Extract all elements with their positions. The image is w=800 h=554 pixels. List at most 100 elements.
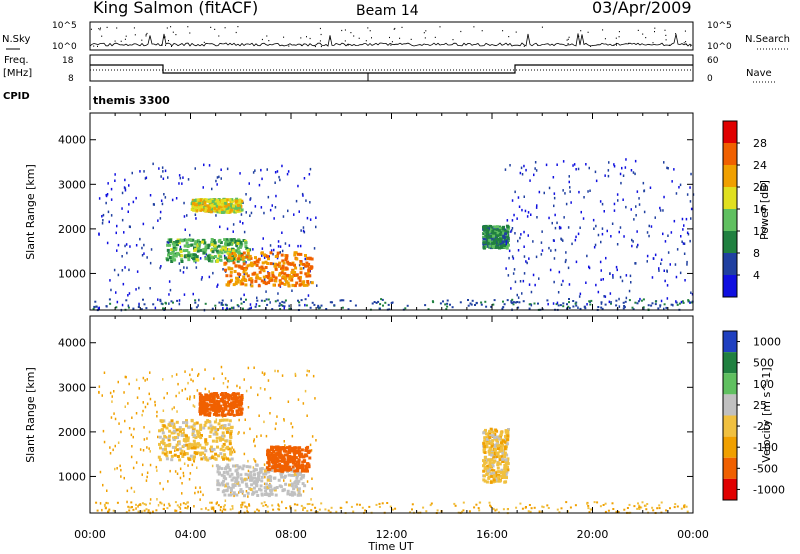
ground-scatter-cell <box>214 304 217 307</box>
ground-scatter-cell <box>446 302 449 305</box>
echo-cell <box>295 466 299 470</box>
echo-cell <box>166 392 168 395</box>
echo-cell <box>235 468 239 472</box>
echo-cell <box>230 478 234 482</box>
echo-cell <box>517 296 520 299</box>
ground-scatter-cell <box>512 301 515 304</box>
echo-cell <box>187 464 189 467</box>
noise-search-dot <box>166 27 168 29</box>
echo-cell <box>179 476 182 480</box>
echo-cell <box>497 242 501 246</box>
echo-cell <box>235 400 239 404</box>
echo-cell <box>534 161 537 164</box>
echo-cell <box>223 238 227 242</box>
echo-cell <box>249 470 253 474</box>
ground-scatter-cell <box>219 506 222 508</box>
echo-cell <box>305 283 309 287</box>
ground-scatter-cell <box>495 508 498 511</box>
echo-cell <box>648 224 650 228</box>
ground-scatter-cell <box>217 504 220 507</box>
echo-cell <box>269 301 271 304</box>
echo-cell <box>599 260 602 264</box>
echo-cell <box>254 444 256 448</box>
noise-search-dot <box>218 35 220 37</box>
echo-cell <box>288 445 292 449</box>
echo-cell <box>220 168 222 171</box>
echo-cell <box>289 262 293 266</box>
ground-scatter-cell <box>686 510 689 513</box>
echo-cell <box>156 469 158 472</box>
ground-scatter-cell <box>449 303 451 306</box>
echo-cell <box>182 176 184 179</box>
echo-cell <box>489 225 492 228</box>
echo-cell <box>299 452 303 456</box>
echo-cell <box>187 178 190 181</box>
ground-scatter-cell <box>288 307 291 310</box>
echo-cell <box>273 488 277 492</box>
echo-cell <box>587 190 589 193</box>
echo-cell <box>226 385 229 389</box>
echo-cell <box>283 272 287 276</box>
ground-scatter-cell <box>502 306 505 309</box>
noise-search-dot <box>314 45 316 48</box>
colorbar-tick-label: 25 <box>753 399 767 412</box>
ground-scatter-cell <box>313 303 316 306</box>
echo-cell <box>222 448 226 452</box>
echo-cell <box>135 196 137 200</box>
echo-cell <box>241 467 245 471</box>
echo-cell <box>612 276 614 279</box>
echo-cell <box>189 397 191 401</box>
echo-cell <box>260 492 264 496</box>
echo-cell <box>223 467 227 471</box>
ground-scatter-cell <box>314 506 317 509</box>
ground-scatter-cell <box>172 301 174 304</box>
echo-cell <box>257 473 261 477</box>
echo-cell <box>624 166 627 169</box>
echo-cell <box>230 204 234 208</box>
echo-cell <box>506 462 510 466</box>
nave-tick-bottom: 0 <box>707 74 713 84</box>
echo-cell <box>274 369 276 373</box>
echo-cell <box>264 260 268 264</box>
noise-search-dot <box>145 34 147 36</box>
colorbar-tick-label: 8 <box>753 247 760 260</box>
echo-cell <box>278 175 280 179</box>
echo-cell <box>146 471 149 474</box>
echo-cell <box>249 474 253 478</box>
ground-scatter-cell <box>467 304 470 307</box>
ground-scatter-cell <box>94 300 97 303</box>
echo-cell <box>265 434 268 438</box>
echo-cell <box>290 490 294 494</box>
echo-cell <box>168 243 172 247</box>
echo-cell <box>203 407 207 411</box>
echo-cell <box>619 226 622 229</box>
echo-cell <box>654 216 656 219</box>
ground-scatter-cell <box>176 504 179 507</box>
echo-cell <box>497 437 501 441</box>
echo-cell <box>518 205 521 208</box>
echo-cell <box>486 471 490 475</box>
echo-cell <box>198 410 202 413</box>
ground-scatter-cell <box>140 308 143 311</box>
echo-cell <box>501 451 505 455</box>
echo-cell <box>609 292 612 295</box>
noise-search-dot <box>618 31 620 33</box>
colorbar-tick-label: 4 <box>753 269 760 282</box>
echo-cell <box>204 449 208 453</box>
echo-cell <box>158 435 162 439</box>
echo-cell <box>199 428 203 431</box>
echo-cell <box>639 297 641 301</box>
colorbar-frame <box>722 330 738 501</box>
echo-cell <box>145 176 148 179</box>
echo-cell <box>496 234 500 238</box>
ground-scatter-cell <box>622 307 625 310</box>
echo-cell <box>228 419 232 423</box>
echo-cell <box>277 478 281 482</box>
ground-scatter-cell <box>650 304 653 307</box>
echo-cell <box>121 269 124 272</box>
echo-cell <box>240 208 244 212</box>
ground-scatter-cell <box>382 304 384 307</box>
noise-search-dot <box>394 27 396 30</box>
echo-cell <box>659 305 661 308</box>
